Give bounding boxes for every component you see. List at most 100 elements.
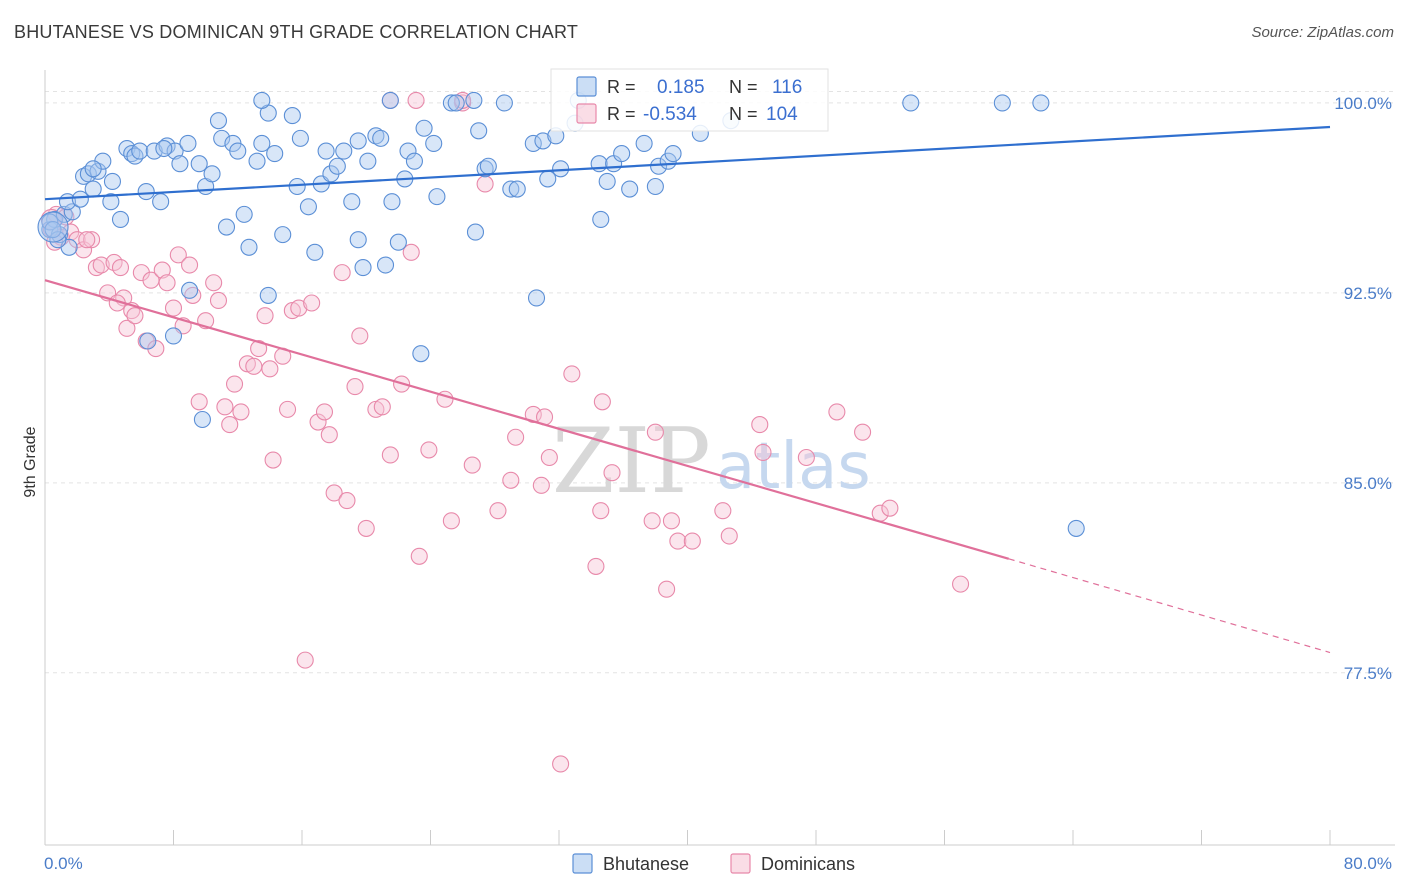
dominican-point [290,299,308,317]
dominican-point [87,258,105,277]
bhutanese-point [508,180,526,198]
dominican-point [662,512,680,530]
dominican-point [278,400,297,418]
bhutanese-point [111,210,130,228]
dominican-point [296,651,314,669]
bhutanese-point [139,332,157,350]
dominican-point [250,340,268,358]
dominican-point [315,403,334,421]
dominican-point [720,527,738,545]
bhutanese-point [447,94,465,112]
bhutanese-point [399,142,417,160]
bhutanese-point [84,160,102,178]
source-label: Source: ZipAtlas.com [1251,24,1394,41]
dominican-point [751,416,769,434]
bhutanese-point [524,134,542,152]
legend-label-dominicans: Dominicans [761,854,855,874]
watermark-atlas: atlas [716,430,871,504]
dominican-point [410,547,428,565]
dominican-point [184,286,202,304]
bhutanese-point [902,94,920,112]
y-axis-title: 9th Grade [22,426,39,497]
dominican-point [754,443,772,461]
bhutanese-point [209,112,228,130]
bhutanese-point [335,142,353,160]
dominican-point [351,327,369,345]
n-label-bhutanese: N = [729,77,758,97]
r-label-bhutanese: R = [607,77,636,97]
dominican-point [587,557,605,575]
dominican-point [111,258,130,277]
trend-lines [44,125,1331,654]
bhutanese-point [266,145,284,163]
dominican-point [357,519,375,537]
bhutanese-point [664,145,682,163]
bhutanese-point [476,160,494,178]
dominican-point [552,755,570,773]
dominican-point [373,398,391,416]
bhutanese-point [349,231,367,249]
bhutanese-point [240,238,258,256]
dominican-point [683,532,701,550]
dominican-point [489,502,507,520]
bhutanese-point [193,410,211,429]
bhutanese-point [442,94,460,112]
bhutanese-point [359,152,377,170]
dominican-point [420,441,438,459]
r-value-dominican: -0.534 [643,104,697,125]
bhutanese-point [126,147,144,165]
dominican-point [320,426,338,444]
bhutanese-point-cluster [37,211,69,243]
bhutanese-point [527,289,546,307]
dominican-point [169,246,187,264]
dominican-point [463,456,481,474]
r-label-dominican: R = [607,104,636,124]
dominican-point [221,416,239,434]
legend-label-bhutanese: Bhutanese [603,854,689,874]
n-label-dominican: N = [729,104,758,124]
bhutanese-point [152,193,170,211]
bhutanese-point [217,218,236,236]
dominican-point [646,423,664,441]
dominican-point [952,575,970,593]
dominican-point [593,393,611,411]
dominican-point [333,264,351,282]
dominican-swatch [576,103,597,124]
bhutanese-point [102,193,120,211]
dominican-point [261,360,279,378]
bhutanese-point [158,137,176,155]
n-value-bhutanese: 116 [772,77,802,98]
dominican-point [476,175,494,193]
dominican-point [205,274,223,292]
dominican-point [216,398,234,416]
watermark: ZIP atlas [552,409,871,514]
dominican-point [402,243,420,261]
dominican-point [264,451,282,469]
bhutanese-point [63,203,81,221]
bhutanese-point [213,129,231,147]
dominican-point [256,307,274,325]
bhutanese-point [164,327,183,345]
bhutanese-point [171,155,189,173]
bhutanese-point [405,152,423,170]
dominican-point [303,294,321,312]
grid-lines [45,91,1395,674]
dominican-trend-line [44,279,1010,560]
bhutanese-point [1067,519,1085,537]
x-tick-label-max: 80.0% [1344,854,1392,873]
bhutanese-point [343,193,361,211]
bhutanese-point [179,134,197,152]
dominican-point [442,512,460,530]
bhutanese-point [166,142,184,160]
bhutanese-trend-line [44,125,1331,201]
y-tick-label: 85.0% [1344,474,1392,493]
dominican-point [507,428,525,446]
bhutanese-point [253,91,271,109]
dominican-point [563,365,581,383]
bhutanese-point [317,142,335,160]
bhutanese-point [155,139,173,158]
dominican-point [78,231,96,249]
x-tick-labels: 0.0% 80.0% [44,854,1392,873]
bottom-legend: Bhutanese Dominicans [572,853,855,874]
bhutanese-point [367,127,385,145]
